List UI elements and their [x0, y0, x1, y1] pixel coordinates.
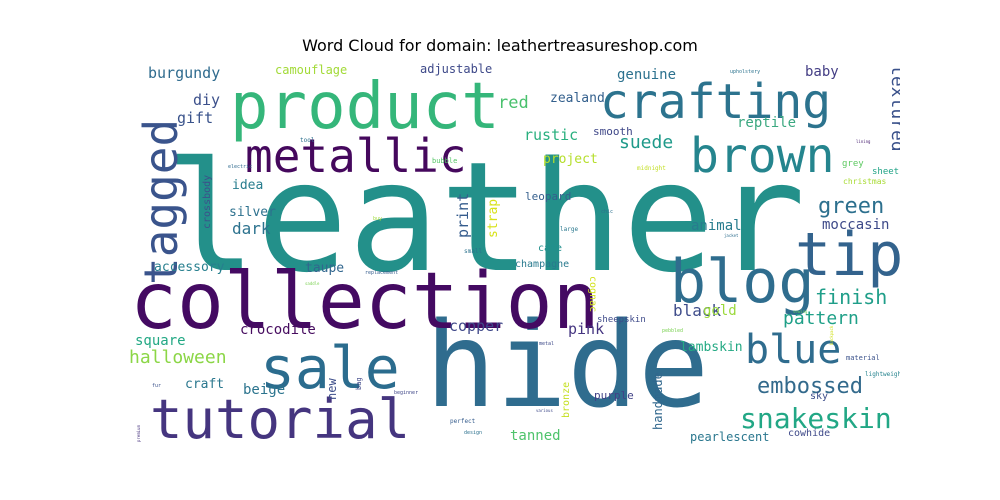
word-chic: chic: [601, 209, 613, 215]
word-bronze: bronze: [561, 382, 572, 418]
word-jacket: jacket: [724, 233, 739, 238]
word-burgundy: burgundy: [148, 64, 220, 82]
word-blog: blog: [670, 247, 815, 317]
word-baby: baby: [805, 64, 839, 80]
word-backpack: backpack: [829, 325, 834, 345]
word-strap: strap: [486, 199, 501, 238]
word-gold: gold: [703, 303, 737, 319]
word-square: square: [135, 333, 186, 349]
word-crafting: crafting: [600, 74, 831, 130]
word-sewing: sewing: [793, 309, 808, 314]
word-moccasin: moccasin: [822, 217, 889, 233]
word-leopard: leopard: [525, 190, 571, 203]
word-tanned: tanned: [510, 428, 561, 444]
word-cowhide: cowhide: [788, 428, 830, 439]
word-design: design: [464, 430, 482, 436]
word-camouflage: camouflage: [275, 63, 347, 77]
word-small: small: [464, 248, 482, 255]
word-pearlescent: pearlescent: [690, 430, 769, 444]
word-midnight: midnight: [637, 165, 666, 172]
word-finish: finish: [815, 285, 887, 309]
word-animal: animal: [691, 218, 742, 234]
word-cognac: cognac: [587, 276, 598, 312]
word-cloud-panel: leather hide collection product crafting tuto…: [125, 60, 900, 448]
word-cafe: cafe: [538, 243, 562, 254]
word-green: green: [818, 194, 884, 219]
word-rustic: rustic: [524, 126, 578, 144]
word-reptile: reptile: [737, 115, 796, 131]
word-replacement: replacement: [365, 270, 398, 276]
word-upholstery: upholstery: [730, 69, 760, 75]
word-idea: idea: [232, 178, 263, 193]
word-sale: sale: [260, 334, 400, 402]
word-smooth: smooth: [593, 125, 633, 138]
word-gift: gift: [177, 109, 213, 127]
word-large: large: [560, 226, 578, 233]
word-saddle: saddle: [305, 281, 320, 286]
word-leather: leather: [165, 129, 806, 306]
word-print: print: [454, 193, 472, 238]
word-bubble: bubble: [432, 157, 457, 165]
word-sheet: sheet: [872, 167, 899, 177]
word-bag: bag: [355, 377, 363, 390]
word-lightweight: lightweight: [865, 371, 900, 378]
word-pattern: pattern: [783, 308, 859, 329]
word-accessory: accessory: [154, 260, 225, 275]
word-diy: diy: [193, 91, 220, 109]
word-genuine: genuine: [617, 67, 676, 83]
word-fur: fur: [152, 383, 161, 389]
word-hide: hide: [425, 296, 709, 434]
word-brown: brown: [690, 128, 835, 184]
word-various: various: [536, 408, 553, 413]
word-metallic: metallic: [245, 129, 467, 183]
word-new: new: [325, 378, 339, 400]
word-copper: copper: [449, 317, 503, 335]
word-tutorial: tutorial: [150, 388, 410, 448]
word-sheepskin: sheepskin: [597, 315, 646, 325]
word-sky: sky: [810, 391, 828, 402]
word-snakeskin: snakeskin: [740, 402, 892, 435]
word-beige: beige: [243, 382, 285, 398]
word-collection: collection: [130, 257, 600, 347]
word-lining: lining: [856, 139, 871, 144]
word-purple: purple: [594, 389, 634, 402]
word-grey: grey: [842, 159, 864, 169]
word-product: product: [230, 70, 500, 144]
word-tagged: tagged: [134, 119, 188, 285]
word-champagne: champagne: [515, 259, 569, 270]
word-crossbody: crossbody: [202, 175, 213, 229]
word-project: project: [543, 152, 598, 167]
word-adjustable: adjustable: [420, 62, 492, 76]
word-craft: craft: [185, 377, 224, 392]
word-tip: tip: [795, 220, 900, 290]
word-zealand: zealand: [550, 91, 605, 106]
word-embossed: embossed: [757, 374, 863, 399]
word-electric: electric: [228, 164, 252, 170]
word-pebbled: pebbled: [662, 328, 683, 334]
word-halloween: halloween: [129, 347, 227, 368]
word-premium: premium: [136, 425, 141, 442]
word-taupe: taupe: [305, 261, 344, 276]
word-blue: blue: [745, 327, 841, 373]
word-crocodile: crocodile: [240, 322, 316, 338]
word-red: red: [498, 93, 529, 113]
word-silver: silver: [229, 205, 276, 220]
word-textured: textured: [887, 65, 900, 152]
word-tool: tool: [300, 137, 315, 144]
word-beginner: beginner: [394, 390, 418, 396]
word-lambskin: lambskin: [680, 340, 743, 355]
word-perfect: perfect: [450, 418, 476, 425]
word-pink: pink: [568, 320, 604, 338]
word-black: black: [673, 301, 722, 320]
word-handmade: handmade: [651, 372, 665, 430]
chart-title: Word Cloud for domain: leathertreasuresh…: [302, 36, 698, 55]
word-christmas: christmas: [843, 177, 887, 186]
word-buy: buy: [373, 216, 382, 222]
word-material: material: [846, 354, 880, 362]
word-suede: suede: [619, 132, 673, 153]
word-metal: metal: [539, 341, 554, 347]
word-dark: dark: [232, 219, 271, 238]
